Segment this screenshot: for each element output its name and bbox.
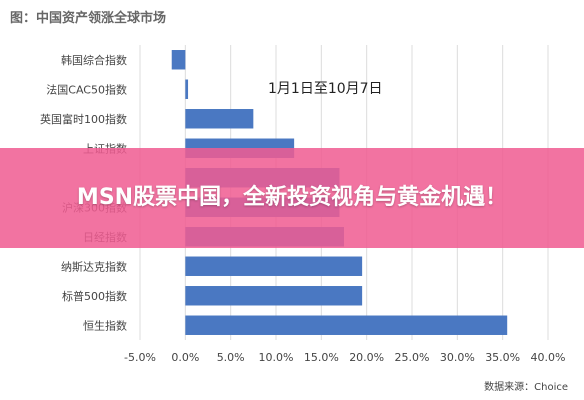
x-tick-label: 40.0% <box>531 351 566 364</box>
bar <box>185 109 254 129</box>
x-tick-label: 10.0% <box>259 351 294 364</box>
category-label: 法国CAC50指数 <box>46 82 127 96</box>
x-tick-label: 20.0% <box>349 351 384 364</box>
x-tick-label: 5.0% <box>217 351 245 364</box>
bar <box>171 50 186 70</box>
x-tick-label: 15.0% <box>304 351 339 364</box>
x-tick-label: 0.0% <box>171 351 199 364</box>
bar <box>185 315 508 335</box>
chart-source: 数据来源：Choice <box>484 380 568 393</box>
chart-title: 图：中国资产领涨全球市场 <box>10 10 166 26</box>
category-label: 标普500指数 <box>62 289 127 303</box>
bar <box>185 286 363 306</box>
promo-banner-text: MSN股票中国，全新投资视角与黄金机遇！ <box>76 185 508 210</box>
bar <box>185 79 189 99</box>
promo-banner[interactable]: MSN股票中国，全新投资视角与黄金机遇！ <box>0 148 584 248</box>
category-label: 纳斯达克指数 <box>61 259 127 273</box>
x-tick-label: -5.0% <box>124 351 156 364</box>
x-tick-label: 25.0% <box>395 351 430 364</box>
category-label: 英国富时100指数 <box>40 112 127 126</box>
x-tick-label: 35.0% <box>485 351 520 364</box>
bar <box>185 256 363 276</box>
category-label: 恒生指数 <box>83 318 127 332</box>
chart-annotation: 1月1日至10月7日 <box>268 81 383 97</box>
x-tick-label: 30.0% <box>440 351 475 364</box>
category-label: 韩国综合指数 <box>61 53 127 67</box>
